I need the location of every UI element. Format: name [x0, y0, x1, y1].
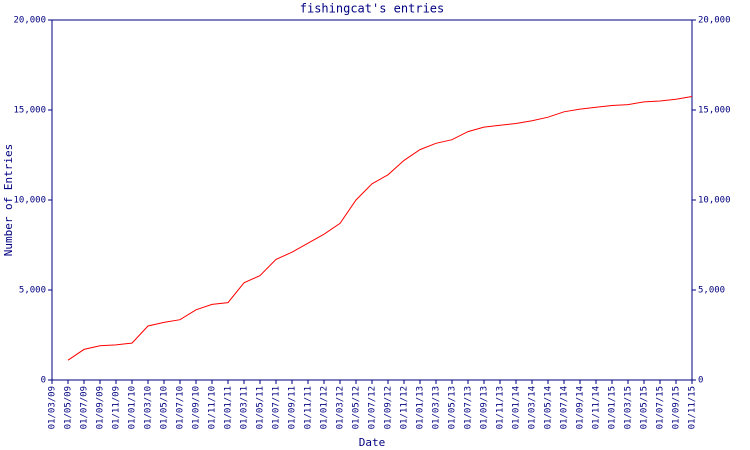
x-tick-label: 01/09/11 [288, 386, 298, 429]
y2-tick-label: 15,000 [698, 106, 731, 116]
x-tick-label: 01/07/14 [560, 386, 570, 429]
x-tick-label: 01/07/10 [176, 386, 186, 429]
x-tick-label: 01/05/12 [352, 386, 362, 429]
x-tick-label: 01/01/10 [128, 386, 138, 429]
x-tick-label: 01/03/11 [240, 386, 250, 429]
x-tick-label: 01/11/09 [112, 386, 122, 429]
y2-tick-label: 20,000 [698, 16, 731, 26]
x-tick-label: 01/07/09 [80, 386, 90, 429]
x-tick-label: 01/09/10 [192, 386, 202, 429]
chart-title: fishingcat's entries [300, 2, 445, 16]
x-tick-label: 01/01/11 [224, 386, 234, 429]
x-tick-label: 01/05/14 [544, 386, 554, 429]
x-tick-label: 01/11/13 [496, 386, 506, 429]
x-tick-label: 01/07/11 [272, 386, 282, 429]
x-axis-label: Date [359, 436, 386, 449]
x-tick-label: 01/11/14 [592, 386, 602, 429]
x-tick-label: 01/01/13 [416, 386, 426, 429]
x-tick-label: 01/05/15 [640, 386, 650, 429]
x-tick-label: 01/05/09 [64, 386, 74, 429]
y-axis-label: Number of Entries [2, 144, 15, 257]
x-tick-label: 01/01/14 [512, 386, 522, 429]
x-tick-label: 01/07/13 [464, 386, 474, 429]
y2-tick-label: 10,000 [698, 196, 731, 206]
x-tick-label: 01/09/14 [576, 386, 586, 429]
x-tick-label: 01/11/10 [208, 386, 218, 429]
x-tick-label: 01/11/11 [304, 386, 314, 429]
x-tick-label: 01/11/12 [400, 386, 410, 429]
x-tick-label: 01/09/13 [480, 386, 490, 429]
x-tick-label: 01/01/12 [320, 386, 330, 429]
x-tick-label: 01/09/12 [384, 386, 394, 429]
x-tick-label: 01/03/10 [144, 386, 154, 429]
y-tick-label: 5,000 [19, 286, 46, 296]
x-tick-label: 01/05/13 [448, 386, 458, 429]
x-tick-label: 01/09/09 [96, 386, 106, 429]
y-tick-label: 0 [41, 376, 46, 386]
x-tick-label: 01/05/10 [160, 386, 170, 429]
x-tick-label: 01/03/13 [432, 386, 442, 429]
x-tick-label: 01/03/15 [624, 386, 634, 429]
y-tick-label: 10,000 [13, 196, 46, 206]
data-line [67, 96, 693, 361]
x-tick-label: 01/09/15 [672, 386, 682, 429]
x-tick-label: 01/05/11 [256, 386, 266, 429]
y2-tick-label: 0 [698, 376, 703, 386]
x-tick-label: 01/03/14 [528, 386, 538, 429]
x-tick-label: 01/03/12 [336, 386, 346, 429]
y2-tick-label: 5,000 [698, 286, 725, 296]
x-tick-label: 01/07/12 [368, 386, 378, 429]
y-tick-label: 15,000 [13, 106, 46, 116]
x-tick-label: 01/07/15 [656, 386, 666, 429]
x-tick-label: 01/01/15 [608, 386, 618, 429]
x-tick-label: 01/03/09 [48, 386, 58, 429]
y-tick-label: 20,000 [13, 16, 46, 26]
x-tick-label: 01/11/15 [688, 386, 698, 429]
